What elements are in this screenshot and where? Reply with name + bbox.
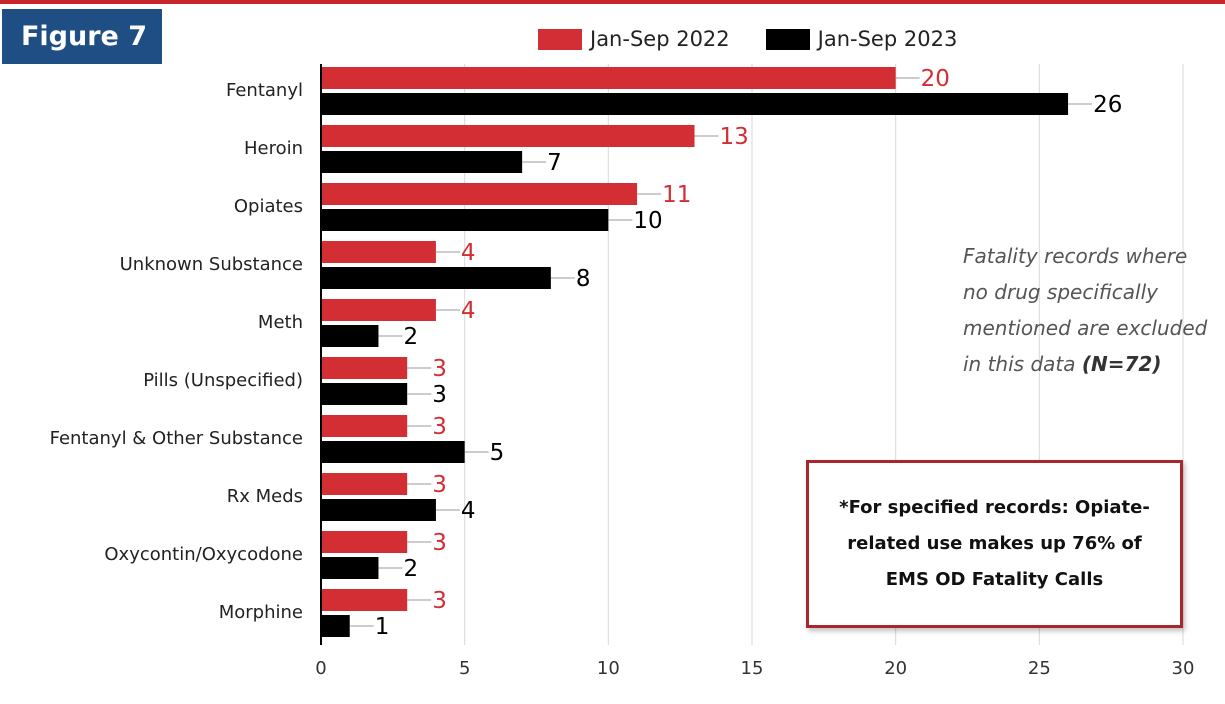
bar: [321, 357, 408, 379]
exclusion-note-count: (N=72): [1081, 352, 1162, 376]
bar: [321, 325, 379, 347]
legend-swatch-2023: [765, 28, 810, 50]
data-label: 2: [403, 556, 418, 582]
data-label: 3: [432, 530, 447, 556]
category-label: Fentanyl & Other Substance: [50, 428, 303, 449]
bar: [321, 267, 551, 289]
bar: [321, 557, 379, 579]
bar: [321, 183, 638, 205]
category-label: Unknown Substance: [120, 254, 303, 275]
x-tick-label: 30: [1172, 658, 1195, 679]
data-label: 10: [633, 208, 662, 234]
data-label: 4: [461, 498, 476, 524]
data-label: 3: [432, 472, 447, 498]
bar: [321, 299, 436, 321]
bar: [321, 383, 408, 405]
figure-label: Figure 7: [2, 9, 162, 64]
data-label: 3: [432, 588, 447, 614]
bar: [321, 151, 523, 173]
bar: [321, 499, 436, 521]
bar: [321, 415, 408, 437]
data-label: 3: [432, 356, 447, 382]
category-label: Meth: [258, 312, 303, 333]
callout-box: *For specified records: Opiate-related u…: [806, 460, 1183, 628]
exclusion-note-text: Fatality records where no drug specifica…: [963, 244, 1208, 376]
exclusion-note: Fatality records where no drug specifica…: [963, 238, 1213, 382]
data-label: 5: [490, 440, 505, 466]
bar: [321, 125, 695, 147]
data-label: 13: [720, 124, 749, 150]
category-label: Rx Meds: [227, 486, 303, 507]
category-label: Oxycontin/Oxycodone: [104, 544, 303, 565]
legend-label-2023: Jan-Sep 2023: [817, 27, 958, 51]
category-label: Fentanyl: [226, 80, 303, 101]
bar: [321, 473, 408, 495]
category-label: Morphine: [219, 602, 303, 623]
data-label: 2: [403, 324, 418, 350]
data-label: 3: [432, 382, 447, 408]
bar: [321, 615, 350, 637]
x-tick-label: 0: [315, 658, 326, 679]
bar: [321, 589, 408, 611]
bar: [321, 67, 896, 89]
chart-legend: Jan-Sep 2022 Jan-Sep 2023: [538, 26, 993, 52]
data-label: 4: [461, 298, 476, 324]
data-label: 1: [375, 614, 390, 640]
data-label: 4: [461, 240, 476, 266]
legend-item-2022: Jan-Sep 2022: [538, 27, 730, 51]
data-label: 11: [662, 182, 691, 208]
x-tick-label: 15: [741, 658, 764, 679]
data-label: 26: [1093, 92, 1122, 118]
x-tick-label: 20: [884, 658, 907, 679]
category-label: Pills (Unspecified): [143, 370, 303, 391]
bar: [321, 209, 609, 231]
x-tick-label: 25: [1028, 658, 1051, 679]
category-label: Heroin: [244, 138, 303, 159]
x-tick-label: 10: [597, 658, 620, 679]
data-label: 3: [432, 414, 447, 440]
top-accent-line: [0, 0, 1225, 4]
legend-item-2023: Jan-Sep 2023: [765, 27, 958, 51]
category-label: Opiates: [234, 196, 303, 217]
data-label: 20: [921, 66, 950, 92]
legend-label-2022: Jan-Sep 2022: [590, 27, 730, 51]
data-label: 8: [576, 266, 591, 292]
bar: [321, 93, 1069, 115]
bar: [321, 531, 408, 553]
bar: [321, 241, 436, 263]
bar: [321, 441, 465, 463]
legend-swatch-2022: [538, 28, 582, 50]
callout-text: *For specified records: Opiate-related u…: [839, 497, 1150, 590]
data-label: 7: [547, 150, 562, 176]
x-tick-label: 5: [459, 658, 470, 679]
